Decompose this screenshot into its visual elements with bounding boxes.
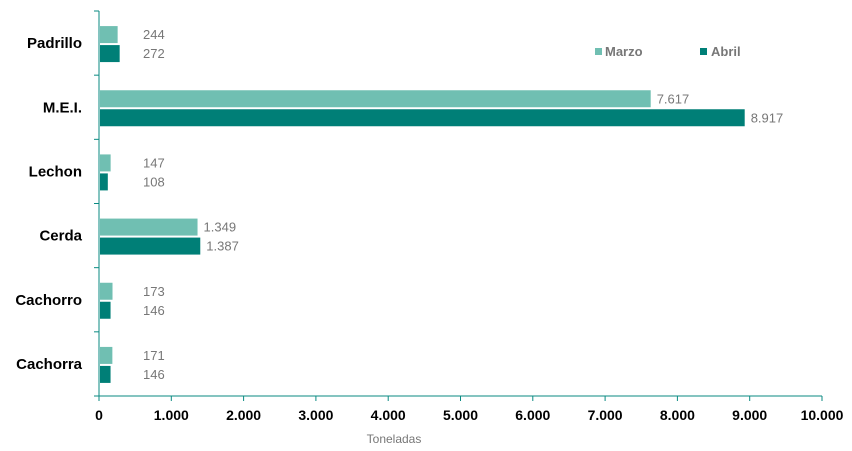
x-tick-label: 8.000: [660, 407, 695, 423]
category-label: Cachorra: [16, 356, 83, 373]
bar-abril-padrillo: [100, 45, 120, 63]
x-tick-label: 10.000: [801, 407, 844, 423]
x-tick-label: 4.000: [371, 407, 406, 423]
data-label: 1.349: [204, 220, 237, 235]
data-label: 8.917: [751, 110, 784, 125]
legend-label-marzo: Marzo: [605, 44, 643, 59]
category-label: Padrillo: [27, 35, 82, 52]
data-label: 146: [143, 303, 165, 318]
x-tick-label: 6.000: [515, 407, 550, 423]
labels: Padrillo 244 272 M.E.I. 7.617 8.917 Lechon 147 1…: [15, 27, 783, 382]
legend: Marzo Abril: [595, 44, 741, 59]
x-tick-label: 0: [95, 407, 103, 423]
x-tick-label: 3.000: [298, 407, 333, 423]
category-label: Cerda: [39, 228, 82, 245]
data-label: 108: [143, 174, 165, 189]
bar-marzo-cachorro: [100, 282, 113, 300]
bar-abril-lechon: [100, 173, 108, 191]
data-label: 146: [143, 367, 165, 382]
bar-marzo-cachorra: [100, 346, 113, 364]
legend-label-abril: Abril: [711, 44, 741, 59]
legend-swatch-abril: [700, 48, 707, 55]
bar-marzo-mei: [100, 90, 651, 108]
data-label: 171: [143, 348, 165, 363]
axes: 0 1.000 2.000 3.000 4.000 5.000 6.000 7.000 8.00…: [94, 10, 844, 423]
x-tick-label: 1.000: [154, 407, 189, 423]
data-label: 244: [143, 27, 165, 42]
legend-swatch-marzo: [595, 48, 602, 55]
x-tick-label: 7.000: [588, 407, 623, 423]
bar-marzo-lechon: [100, 154, 111, 172]
category-label: Lechon: [29, 163, 82, 180]
bar-abril-cachorro: [100, 301, 111, 319]
x-tick-label: 5.000: [443, 407, 478, 423]
bars: [100, 26, 745, 383]
data-label: 147: [143, 155, 165, 170]
category-label: M.E.I.: [43, 99, 82, 116]
bar-marzo-cerda: [100, 218, 198, 236]
data-label: 173: [143, 284, 165, 299]
bar-marzo-padrillo: [100, 26, 118, 44]
data-label: 7.617: [657, 91, 690, 106]
data-label: 272: [143, 46, 165, 61]
bar-abril-mei: [100, 109, 745, 127]
x-tick-label: 2.000: [226, 407, 261, 423]
bar-abril-cachorra: [100, 365, 111, 383]
bar-abril-cerda: [100, 237, 201, 255]
data-label: 1.387: [206, 239, 239, 254]
x-tick-label: 9.000: [732, 407, 767, 423]
x-axis-title: Toneladas: [367, 432, 422, 446]
category-label: Cachorro: [15, 292, 82, 309]
